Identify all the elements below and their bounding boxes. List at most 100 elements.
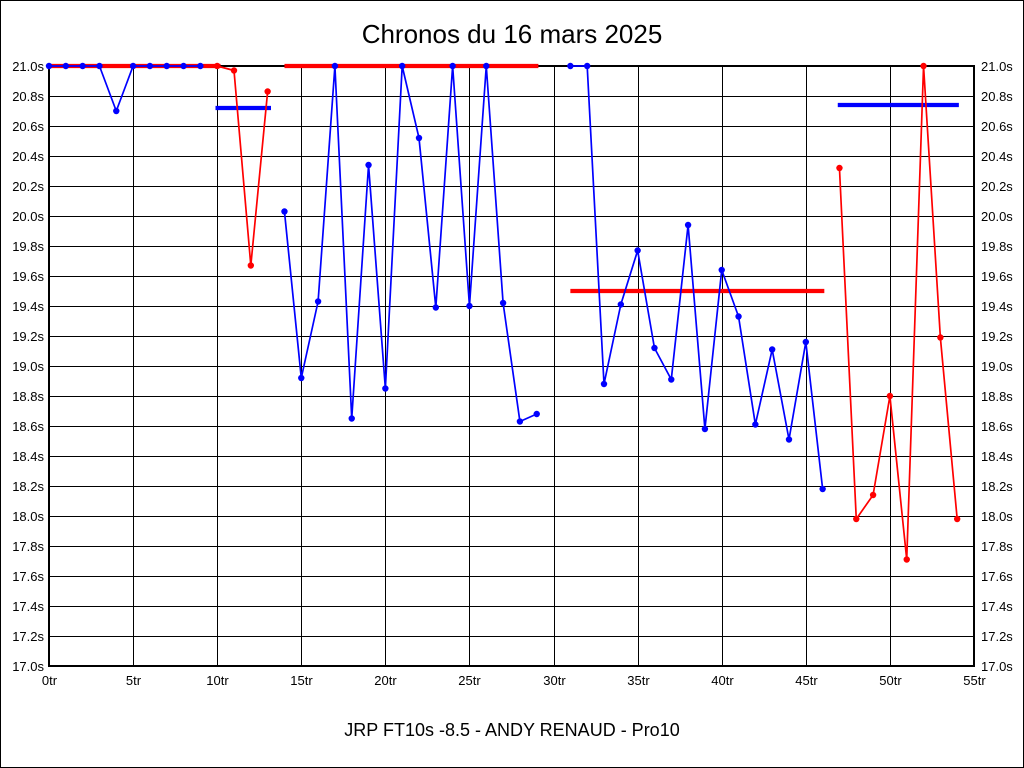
- data-point-serie-1-bleue: [163, 62, 170, 70]
- series-line-serie-4-bleue: [570, 65, 824, 490]
- y-tick-label-right: 20.6s: [981, 119, 1013, 134]
- data-point-serie-1-bleue: [96, 62, 103, 70]
- data-point-serie-3-bleue: [348, 415, 355, 422]
- data-point-serie-4-bleue: [802, 338, 810, 346]
- x-tick-label: 15tr: [290, 673, 313, 688]
- data-point-serie-4-bleue: [684, 221, 692, 229]
- y-tick-label-left: 17.4s: [12, 599, 44, 614]
- data-point-serie-5-rouge: [836, 164, 843, 172]
- data-point-serie-3-bleue: [398, 62, 406, 70]
- y-tick-label-right: 21.0s: [981, 59, 1013, 74]
- y-tick-label-right: 19.4s: [981, 299, 1013, 314]
- data-point-serie-3-bleue: [281, 208, 288, 215]
- data-point-serie-1-bleue: [45, 62, 53, 70]
- data-point-serie-2-rouge: [264, 88, 271, 95]
- y-tick-label-right: 20.4s: [981, 149, 1013, 164]
- y-tick-label-left: 19.8s: [12, 239, 44, 254]
- data-point-serie-4-bleue: [600, 380, 608, 388]
- data-point-serie-4-bleue: [785, 436, 793, 443]
- y-tick-label-left: 17.2s: [12, 629, 44, 644]
- data-point-serie-4-bleue: [617, 301, 625, 308]
- data-point-serie-3-bleue: [415, 134, 423, 142]
- y-tick-label-right: 17.4s: [981, 599, 1013, 614]
- x-tick-label: 30tr: [543, 673, 566, 688]
- y-tick-label-left: 20.0s: [12, 209, 44, 224]
- y-tick-label-left: 19.4s: [12, 299, 44, 314]
- y-tick-label-right: 20.8s: [981, 89, 1013, 104]
- data-point-serie-3-bleue: [331, 62, 339, 70]
- y-tick-label-right: 18.6s: [981, 419, 1013, 434]
- data-point-serie-2-rouge: [230, 67, 238, 74]
- data-point-serie-4-bleue: [701, 425, 709, 433]
- y-tick-label-left: 20.4s: [12, 149, 44, 164]
- y-tick-label-left: 20.2s: [12, 179, 44, 194]
- data-point-serie-4-bleue: [567, 62, 574, 70]
- data-point-serie-5-rouge: [869, 491, 877, 499]
- data-point-serie-5-rouge: [853, 515, 860, 523]
- y-tick-label-left: 19.2s: [12, 329, 44, 344]
- y-tick-label-left: 18.2s: [12, 479, 44, 494]
- data-point-serie-3-bleue: [449, 62, 456, 70]
- data-point-serie-1-bleue: [146, 62, 154, 70]
- data-point-serie-1-bleue: [129, 62, 137, 70]
- data-point-serie-4-bleue: [718, 266, 725, 274]
- y-tick-label-right: 19.6s: [981, 269, 1013, 284]
- data-point-serie-4-bleue: [752, 421, 759, 428]
- data-point-serie-5-rouge: [886, 392, 894, 400]
- data-point-serie-1-bleue: [62, 62, 70, 70]
- y-tick-label-right: 18.2s: [981, 479, 1013, 494]
- data-point-serie-3-bleue: [298, 374, 305, 382]
- x-tick-label: 5tr: [126, 673, 142, 688]
- y-tick-label-left: 21.0s: [12, 59, 44, 74]
- data-point-serie-3-bleue: [516, 418, 524, 425]
- series-line-serie-2-rouge: [216, 65, 269, 267]
- x-tick-label: 10tr: [206, 673, 229, 688]
- data-point-serie-5-rouge: [953, 515, 961, 523]
- data-point-serie-1-bleue: [79, 62, 86, 70]
- data-point-serie-5-rouge: [937, 334, 944, 341]
- y-tick-label-left: 20.6s: [12, 119, 44, 134]
- chart-footer: JRP FT10s -8.5 - ANDY RENAUD - Pro10: [344, 720, 680, 740]
- y-tick-label-left: 17.6s: [12, 569, 44, 584]
- data-point-serie-3-bleue: [382, 385, 389, 392]
- y-tick-label-right: 19.8s: [981, 239, 1013, 254]
- y-tick-label-right: 17.0s: [981, 659, 1013, 674]
- y-tick-label-right: 17.8s: [981, 539, 1013, 554]
- y-tick-label-left: 17.8s: [12, 539, 44, 554]
- data-point-serie-1-bleue: [197, 62, 204, 70]
- data-point-serie-4-bleue: [819, 485, 826, 493]
- data-point-serie-3-bleue: [499, 299, 507, 307]
- x-tick-label: 50tr: [879, 673, 902, 688]
- series-line-serie-3-bleue: [283, 65, 538, 423]
- data-point-serie-3-bleue: [365, 161, 372, 169]
- data-point-serie-2-rouge: [213, 62, 221, 70]
- y-tick-label-right: 18.0s: [981, 509, 1013, 524]
- y-tick-label-left: 19.6s: [12, 269, 44, 284]
- y-tick-label-left: 17.0s: [12, 659, 44, 674]
- y-tick-label-left: 18.4s: [12, 449, 44, 464]
- series-line-serie-1-bleue: [49, 65, 201, 112]
- chart-title: Chronos du 16 mars 2025: [361, 19, 663, 49]
- x-tick-label: 45tr: [795, 673, 818, 688]
- y-tick-label-right: 17.6s: [981, 569, 1013, 584]
- y-tick-label-left: 18.6s: [12, 419, 44, 434]
- data-point-serie-3-bleue: [466, 302, 473, 310]
- data-point-serie-5-rouge: [903, 556, 910, 563]
- y-tick-label-right: 20.2s: [981, 179, 1013, 194]
- y-tick-label-right: 20.0s: [981, 209, 1013, 224]
- data-point-serie-4-bleue: [583, 62, 591, 70]
- data-point-serie-5-rouge: [920, 62, 927, 70]
- data-point-serie-3-bleue: [483, 62, 490, 70]
- x-tick-label: 55tr: [963, 673, 986, 688]
- y-tick-label-right: 19.2s: [981, 329, 1013, 344]
- x-tick-label: 20tr: [374, 673, 397, 688]
- y-tick-label-left: 19.0s: [12, 359, 44, 374]
- y-tick-label-right: 17.2s: [981, 629, 1013, 644]
- series-line-serie-5-rouge: [838, 65, 959, 561]
- data-point-serie-3-bleue: [314, 298, 322, 305]
- data-point-serie-4-bleue: [735, 313, 742, 320]
- x-tick-label: 0tr: [42, 673, 58, 688]
- data-point-serie-2-rouge: [247, 262, 255, 269]
